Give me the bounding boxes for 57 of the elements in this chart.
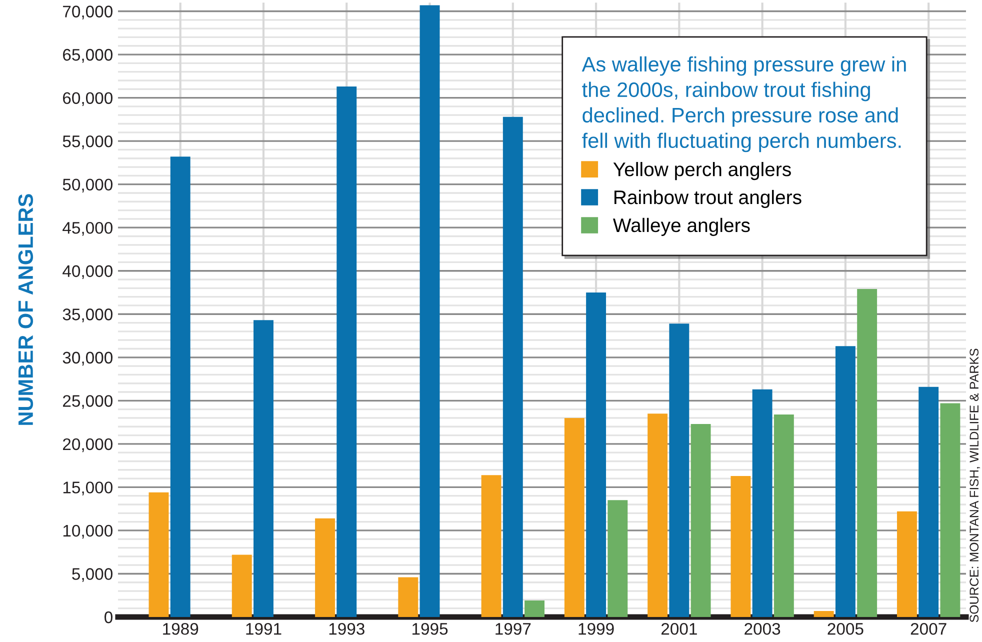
- y-tick-label: 0: [104, 611, 112, 624]
- bar: [524, 600, 544, 617]
- bar: [774, 414, 794, 617]
- bar: [481, 475, 502, 617]
- legend-label: Rainbow trout anglers: [614, 190, 802, 208]
- bar: [336, 86, 357, 617]
- bar: [896, 511, 917, 617]
- y-tick-label: 5,000: [72, 568, 112, 582]
- x-tick-label: 1993: [329, 622, 364, 635]
- x-tick-label: 1997: [496, 622, 531, 635]
- x-tick-label: 1989: [163, 622, 198, 635]
- bar: [398, 577, 418, 617]
- y-axis-title: NUMBER OF ANGLERS: [18, 194, 34, 425]
- y-tick-label: 10,000: [63, 524, 112, 539]
- y-tick-label: 65,000: [63, 48, 112, 63]
- bar: [669, 324, 690, 617]
- bar: [586, 292, 606, 617]
- legend-label: Yellow perch anglers: [613, 162, 791, 180]
- x-tick-label: 1999: [578, 622, 614, 635]
- bar: [752, 389, 772, 617]
- x-tick-label: 2003: [744, 622, 780, 635]
- y-tick-label: 70,000: [63, 6, 112, 20]
- bar: [232, 554, 252, 617]
- bar: [918, 386, 939, 617]
- bar: [315, 518, 335, 617]
- y-tick-label: 55,000: [62, 135, 112, 150]
- bar: [254, 320, 274, 617]
- x-tick-label: 1995: [412, 622, 448, 635]
- bar: [564, 418, 584, 617]
- source-note: SOURCE: MONTANA FISH, WILDLIFE & PARKS: [970, 348, 980, 622]
- x-tick-label: 2007: [910, 622, 946, 635]
- bar: [690, 424, 711, 617]
- bar: [814, 610, 834, 617]
- bar: [148, 492, 169, 617]
- bar: [502, 116, 523, 617]
- legend-label: Walleye anglers: [612, 218, 750, 236]
- y-tick-label: 50,000: [62, 178, 112, 192]
- x-tick-label: 2005: [828, 622, 864, 635]
- bar: [940, 403, 960, 617]
- y-tick-label: 45,000: [62, 222, 112, 236]
- y-tick-label: 15,000: [63, 482, 112, 496]
- bar: [835, 346, 856, 617]
- bar: [730, 476, 751, 617]
- x-tick-label: 1991: [246, 622, 282, 635]
- y-tick-label: 30,000: [62, 352, 112, 366]
- y-tick-label: 25,000: [63, 395, 112, 409]
- bar: [648, 414, 668, 617]
- y-tick-label: 20,000: [63, 438, 112, 452]
- x-tick-label: 2001: [661, 622, 697, 635]
- bar: [170, 156, 190, 617]
- bar: [420, 5, 440, 617]
- y-tick-label: 40,000: [62, 265, 112, 280]
- y-tick-label: 60,000: [63, 92, 112, 106]
- bar: [608, 500, 628, 617]
- bar: [857, 289, 878, 617]
- legend-title: As walleye fishing pressure grew in the 2000s, rainbow trout fishing declined. Perch pressure rose and fell with fluctuating perch numbers.: [582, 56, 906, 152]
- y-tick-label: 35,000: [62, 308, 112, 322]
